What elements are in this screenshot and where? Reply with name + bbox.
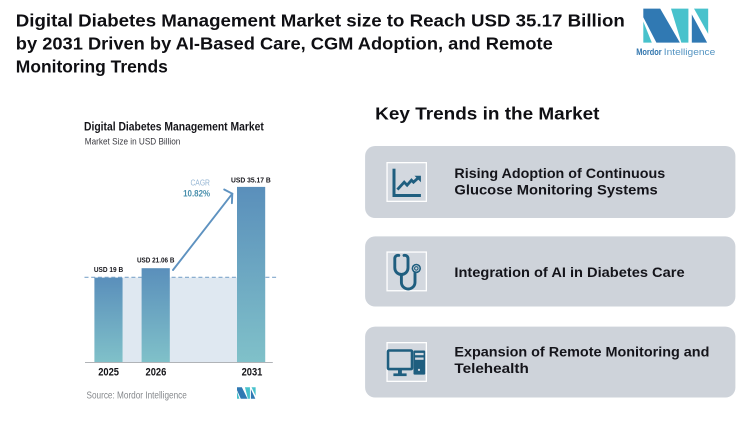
svg-text:2025: 2025 <box>98 367 119 379</box>
svg-text:by 2031 Driven by AI-Based Car: by 2031 Driven by AI-Based Care, CGM Ado… <box>16 33 553 53</box>
svg-text:Integration of AI in Diabetes: Integration of AI in Diabetes Care <box>454 265 685 280</box>
svg-text:2031: 2031 <box>242 367 263 379</box>
svg-text:Market Size in USD Billion: Market Size in USD Billion <box>85 136 181 147</box>
svg-text:Rising Adoption of Continuous: Rising Adoption of Continuous <box>454 166 665 181</box>
svg-text:2026: 2026 <box>146 367 167 379</box>
svg-text:Mordor: Mordor <box>636 47 662 57</box>
svg-text:Telehealth: Telehealth <box>454 361 528 376</box>
svg-text:Glucose Monitoring Systems: Glucose Monitoring Systems <box>454 183 657 198</box>
svg-text:Key Trends in the Market: Key Trends in the Market <box>375 104 599 124</box>
svg-text:Digital Diabetes Management Ma: Digital Diabetes Management Market <box>84 119 264 133</box>
svg-text:Expansion of Remote Monitoring: Expansion of Remote Monitoring and <box>454 344 709 359</box>
svg-text:Intelligence: Intelligence <box>664 47 716 57</box>
svg-text:Monitoring Trends: Monitoring Trends <box>16 57 168 77</box>
svg-text:CAGR: CAGR <box>190 179 210 188</box>
svg-text:USD 19 B: USD 19 B <box>94 265 124 274</box>
svg-text:USD 35.17 B: USD 35.17 B <box>231 176 271 185</box>
svg-text:USD 21.06 B: USD 21.06 B <box>137 256 175 265</box>
svg-text:Digital Diabetes Management Ma: Digital Diabetes Management Market size … <box>16 10 625 30</box>
svg-text:Source: Mordor Intelligence: Source: Mordor Intelligence <box>87 390 188 401</box>
svg-text:10.82%: 10.82% <box>183 188 211 198</box>
